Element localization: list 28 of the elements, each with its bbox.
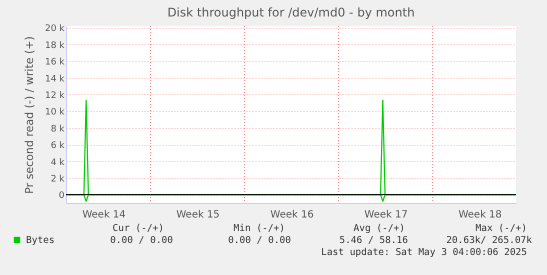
x-tick-label: Week 14 [82, 210, 126, 220]
y-tick-label: 14 k [44, 74, 66, 84]
text: 20.63k/ 265.07k [446, 235, 532, 246]
legend-label: Bytes [26, 235, 55, 246]
x-tick-label: Week 15 [176, 210, 220, 220]
y-tick-label: 4 k [50, 158, 66, 168]
y-axis-title: Pr second read (-) / write (+) [22, 36, 36, 194]
y-tick-label: 12 k [44, 90, 66, 101]
y-tick-label: 2 k [50, 174, 66, 184]
text: Last update: Sat May 3 04:00:06 2025 [321, 247, 527, 258]
text: 0.00 / 0.00 [228, 235, 292, 246]
text: 5.46 / 58.16 [339, 235, 408, 246]
text: Min (-/+) [234, 223, 285, 234]
y-tick-label: 18 k [44, 40, 66, 51]
y-tick-label: 6 k [50, 141, 66, 152]
text: Cur (-/+) [112, 223, 164, 234]
y-tick-label: 16 k [44, 58, 66, 68]
text: 0.00 / 0.00 [110, 235, 174, 246]
y-tick-label: 10 k [44, 108, 66, 118]
x-tick-label: Week 17 [364, 210, 408, 220]
y-tick-label: 20 k [44, 24, 66, 34]
y-tick-label: 8 k [50, 124, 66, 134]
y-tick-label: 0 [58, 191, 65, 202]
text: Avg (-/+) [354, 223, 405, 234]
text: Max (-/+) [476, 223, 527, 234]
chart-title: Disk throughput for /dev/md0 - by month [167, 6, 415, 20]
x-tick-label: Week 16 [270, 210, 314, 220]
x-tick-label: Week 18 [458, 210, 502, 220]
